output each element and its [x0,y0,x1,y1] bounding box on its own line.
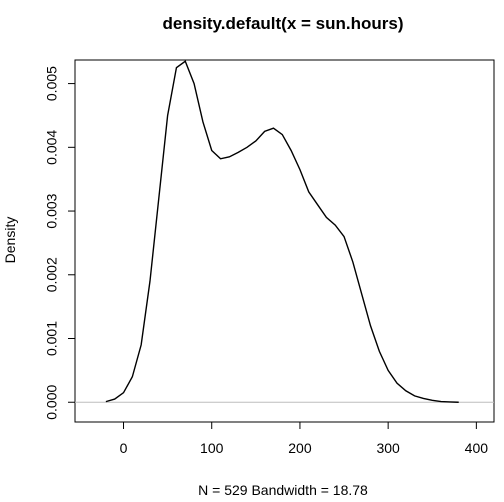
y-tick-label-2: 0.002 [44,257,60,292]
density-curve [105,60,459,403]
y-tick-label-1: 0.001 [44,321,60,356]
y-tick-label-0: 0.000 [44,385,60,420]
chart-title: density.default(x = sun.hours) [162,14,403,33]
y-tick-label-4: 0.004 [44,130,60,165]
y-tick-label-3: 0.003 [44,193,60,228]
y-tick-label-5: 0.005 [44,66,60,101]
x-tick-label-300: 300 [376,440,400,456]
x-tick-label-400: 400 [465,440,489,456]
plot-frame [74,59,495,423]
x-tick-label-100: 100 [200,440,224,456]
x-tick-label-0: 0 [120,440,128,456]
x-axis: 0 100 200 300 400 [120,422,489,456]
y-axis-label: Density [2,217,18,264]
x-tick-label-200: 200 [288,440,312,456]
y-axis: 0.000 0.001 0.002 0.003 0.004 0.005 [44,66,75,420]
x-axis-label: N = 529 Bandwidth = 18.78 [198,482,368,498]
